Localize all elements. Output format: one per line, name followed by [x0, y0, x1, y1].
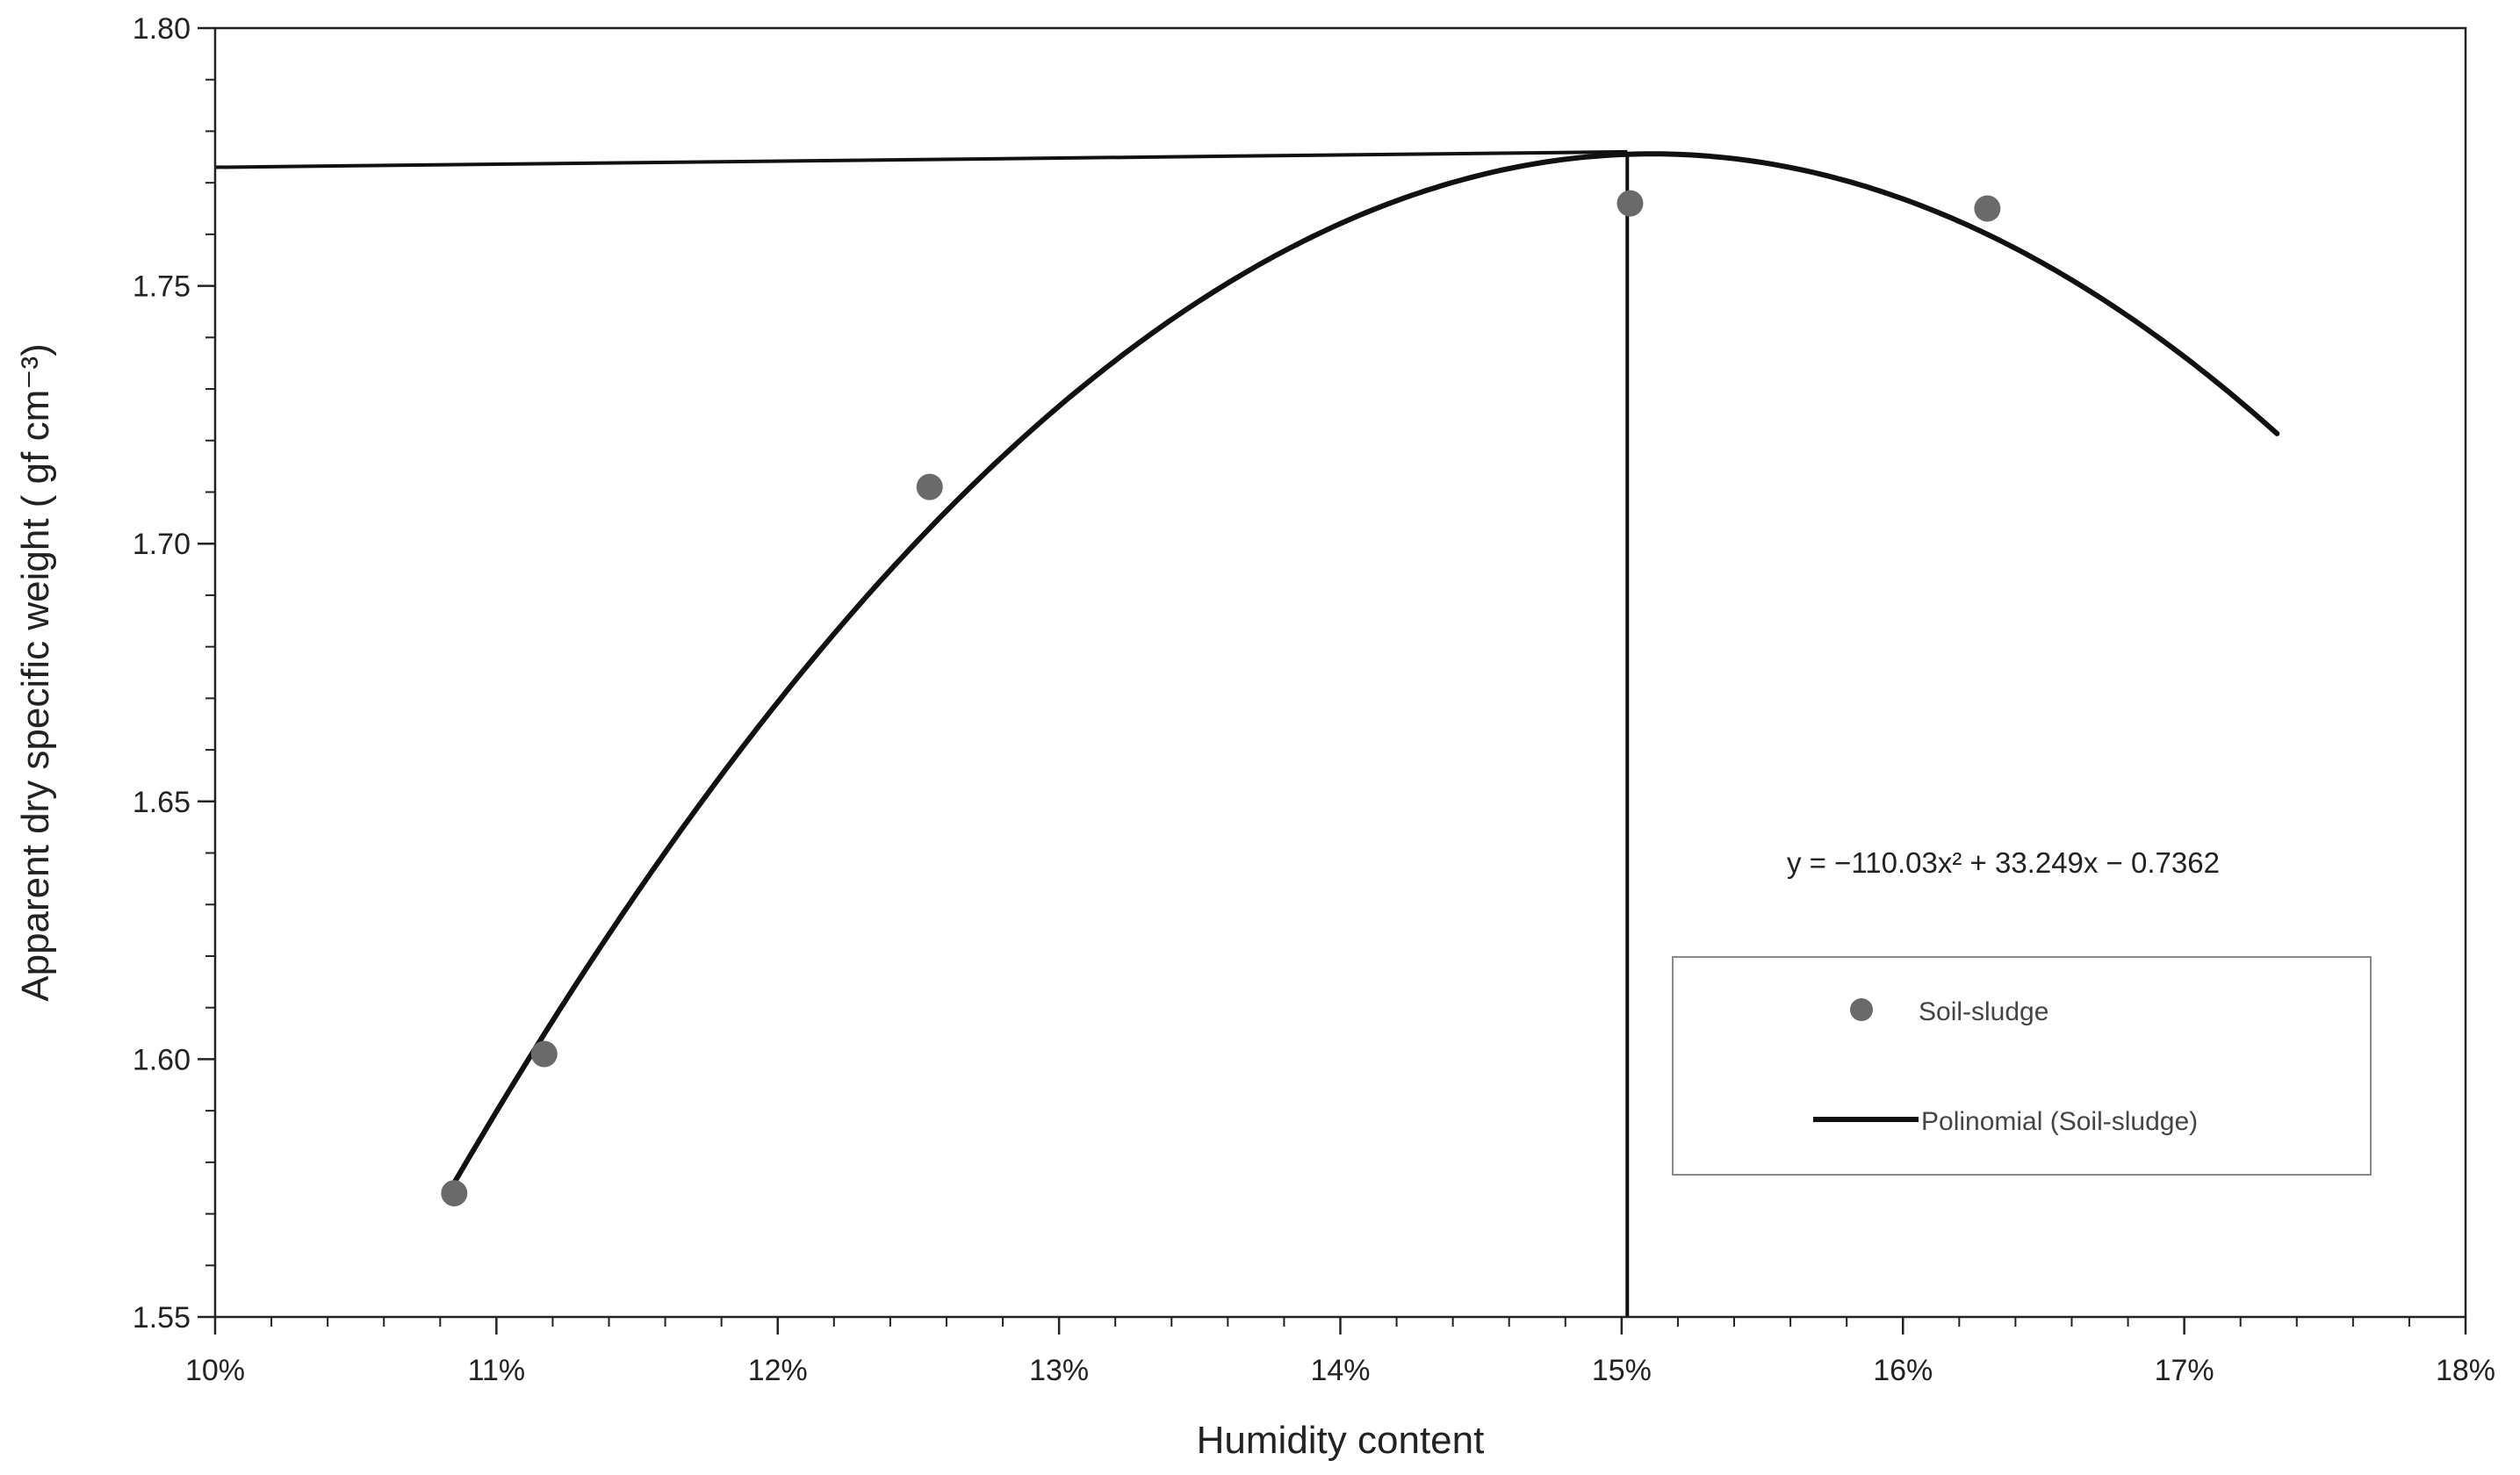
data-point — [1974, 195, 2001, 222]
data-point — [530, 1040, 558, 1068]
y-tick-label: 1.55 — [133, 1301, 191, 1335]
y-tick-label: 1.70 — [133, 528, 191, 561]
y-axis-title: Apparent dry specific weight ( gf cm⁻³) — [14, 343, 57, 1001]
axis-ticks — [198, 26, 2467, 1335]
legend-marker-circle — [1850, 998, 1873, 1021]
x-axis-title: Humidity content — [1197, 1419, 1485, 1462]
plot-area-frame — [213, 26, 2467, 1319]
legend-label-soil-sludge: Soil-sludge — [1919, 997, 2048, 1026]
y-tick-label: 1.60 — [133, 1043, 191, 1076]
x-tick-label: 14% — [1310, 1354, 1370, 1387]
x-tick-label: 17% — [2155, 1354, 2214, 1387]
x-tick-label: 12% — [748, 1354, 808, 1387]
trendline-equation: y = −110.03x² + 33.249x − 0.7362 — [1787, 846, 2220, 879]
legend: Soil-sludge Polinomial (Soil-sludge) — [1672, 956, 2372, 1176]
data-point — [1616, 190, 1644, 217]
legend-box — [1672, 956, 2372, 1176]
x-tick-label: 10% — [185, 1354, 245, 1387]
data-point — [916, 473, 943, 500]
y-tick-label: 1.80 — [133, 12, 191, 46]
x-tick-label: 18% — [2436, 1354, 2495, 1387]
y-tick-label: 1.75 — [133, 270, 191, 304]
optimum-horizontal-line — [214, 149, 1628, 169]
x-tick-label: 13% — [1029, 1354, 1089, 1387]
x-tick-label: 16% — [1873, 1354, 1933, 1387]
tick-labels: 10% 11% 12% 13% 14% 15% 16% 17% 18% 1.55 1.60 1.65 1… — [133, 12, 2495, 1387]
x-tick-label: 15% — [1592, 1354, 1652, 1387]
x-tick-label: 11% — [468, 1354, 526, 1387]
y-tick-label: 1.65 — [133, 786, 191, 819]
data-points — [441, 190, 2001, 1207]
legend-label-polynomial: Polinomial (Soil-sludge) — [1921, 1107, 2198, 1136]
data-point — [441, 1180, 468, 1207]
polynomial-curve — [451, 151, 2280, 1186]
reference-lines — [214, 149, 1630, 1317]
